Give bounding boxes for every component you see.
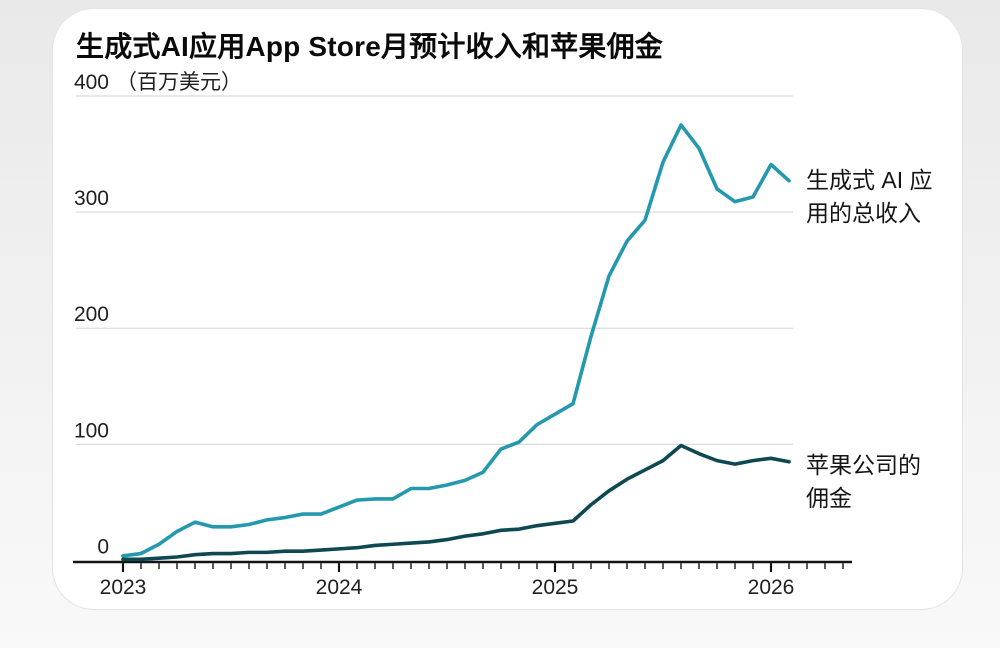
y-tick-label-100: 100 bbox=[74, 419, 109, 442]
y-tick-label-300: 300 bbox=[74, 187, 109, 210]
series-label-commission: 苹果公司的 佣金 bbox=[806, 452, 921, 511]
y-tick-label-400: 400 bbox=[74, 71, 109, 94]
series-label-revenue: 生成式 AI 应 用的总收入 bbox=[806, 167, 933, 226]
x-tick-label-2026: 2026 bbox=[748, 576, 795, 599]
commission-line bbox=[121, 443, 791, 562]
chart-card: 生成式AI应用App Store月预计收入和苹果佣金 400 （百万美元） 300 2… bbox=[52, 8, 963, 610]
x-tick-label-2025: 2025 bbox=[532, 576, 579, 599]
y-axis-unit-label: （百万美元） bbox=[116, 71, 242, 94]
revenue-line bbox=[121, 123, 791, 558]
x-tick-label-2024: 2024 bbox=[316, 576, 363, 599]
y-tick-label-200: 200 bbox=[74, 303, 109, 326]
x-tick-label-2023: 2023 bbox=[100, 576, 147, 599]
line-chart: 400 （百万美元） 300 200 100 0 2023 2024 2025 2026 bbox=[73, 71, 852, 599]
y-tick-label-0: 0 bbox=[97, 536, 109, 559]
chart-title: 生成式AI应用App Store月预计收入和苹果佣金 bbox=[76, 31, 663, 62]
